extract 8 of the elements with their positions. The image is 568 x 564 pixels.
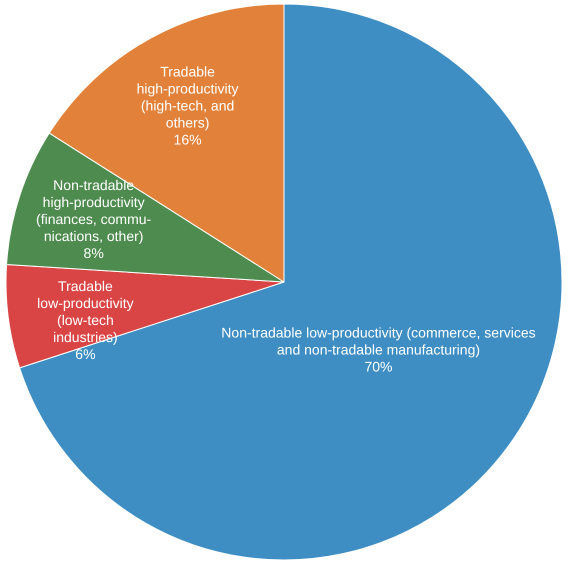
slice-label: Tradable high-productivity (high-tech, and others)	[136, 64, 239, 131]
data-label: 6%	[75, 346, 96, 362]
data-label: 70%	[364, 358, 392, 375]
slice-label: Tradable low-productivity (low-tech industries)	[37, 278, 134, 346]
data-label: 8%	[84, 245, 104, 262]
slice-label: Non-tradable high-productivity (finances, commu- nications, other)	[36, 177, 152, 244]
slice-label: Non-tradable low-productivity (commerce, services and non-tradable manufacturing)	[221, 324, 536, 358]
data-label: 16%	[174, 132, 202, 148]
